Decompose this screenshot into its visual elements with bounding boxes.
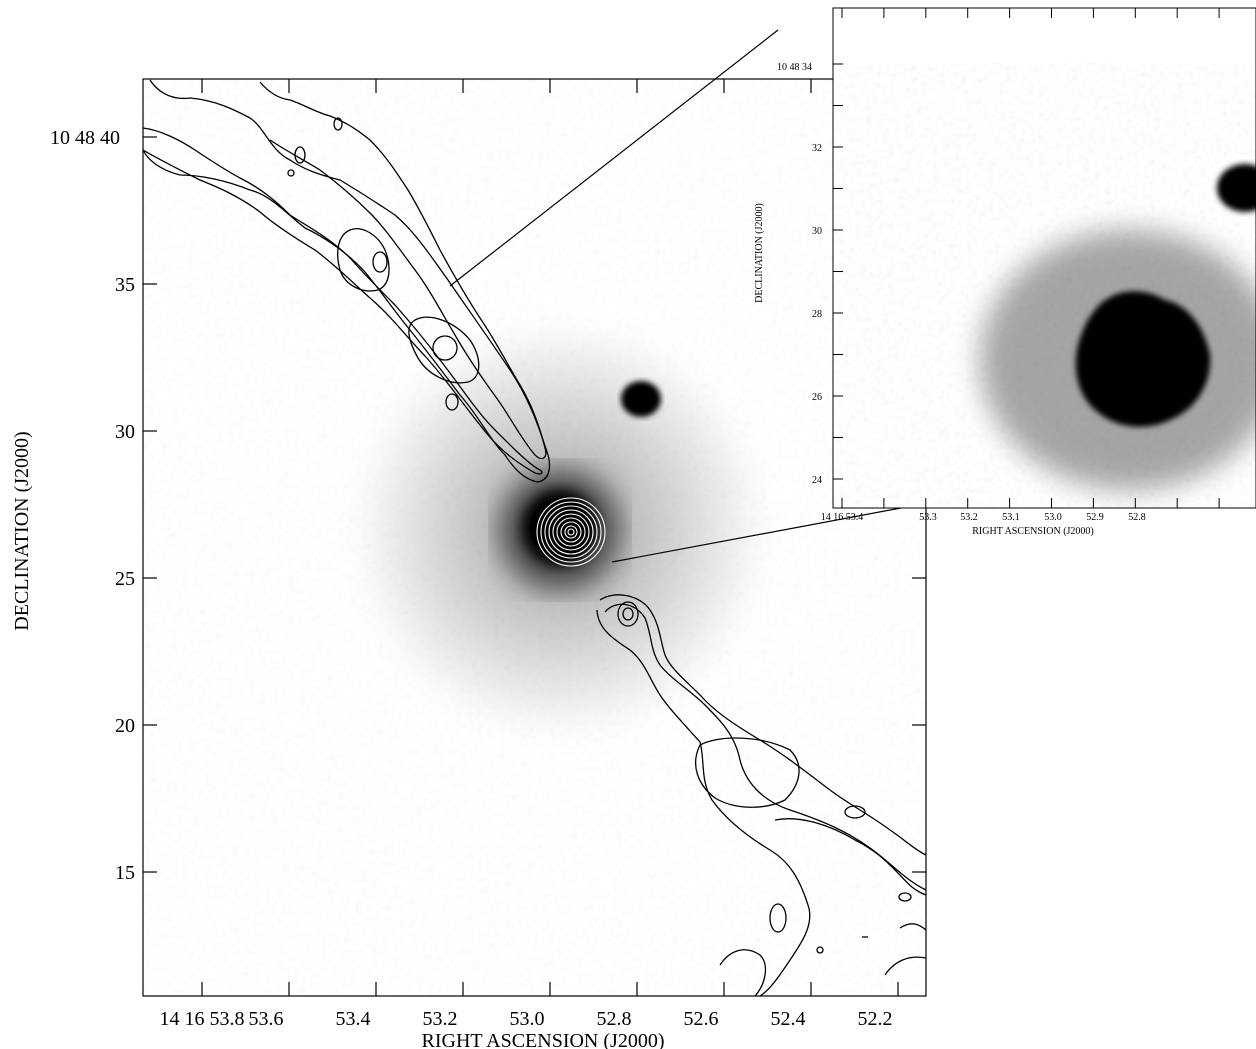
y-tick-label: 30 <box>115 421 135 443</box>
main-frame <box>142 78 927 997</box>
x-tick-label: 53.4 <box>336 1008 371 1030</box>
x-tick-label: 53.3 <box>919 512 937 523</box>
inset-panel: 14 16 53.4 53.3 53.2 53.1 53.0 52.9 52.8… <box>754 7 1256 537</box>
y-tick-label: 30 <box>812 226 822 237</box>
x-tick-label: 53.0 <box>1044 512 1062 523</box>
y-tick-label: 26 <box>812 392 822 403</box>
y-tick-label: 25 <box>115 568 135 590</box>
y-tick-label: 32 <box>812 143 822 154</box>
y-tick-label: 10 48 34 <box>777 62 812 73</box>
y-tick-label: 15 <box>115 862 135 884</box>
inset-tick-marks <box>833 8 1220 508</box>
main-tick-marks <box>143 79 926 996</box>
x-tick-label: 53.2 <box>423 1008 458 1030</box>
x-tick-label: 14 16 53.8 <box>160 1008 245 1030</box>
inset-x-tick-labels: 14 16 53.4 53.3 53.2 53.1 53.0 52.9 52.8 <box>821 512 1146 523</box>
core-contours <box>536 497 606 567</box>
x-tick-label: 52.2 <box>858 1008 893 1030</box>
x-tick-label: 52.8 <box>597 1008 632 1030</box>
inset-y-tick-labels: 10 48 34 32 30 28 26 24 <box>777 62 822 486</box>
x-tick-label: 52.8 <box>1128 512 1146 523</box>
y-tick-label: 20 <box>115 715 135 737</box>
x-tick-label: 53.6 <box>249 1008 284 1030</box>
main-y-tick-labels: 10 48 40 35 30 25 20 15 <box>50 127 135 884</box>
x-tick-label: 52.6 <box>684 1008 719 1030</box>
inset-y-axis-label: DECLINATION (J2000) <box>754 203 765 303</box>
y-tick-label: 28 <box>812 309 822 320</box>
main-x-tick-labels: 14 16 53.8 53.6 53.4 53.2 53.0 52.8 52.6… <box>160 1008 893 1030</box>
x-tick-label: 53.1 <box>1002 512 1020 523</box>
inset-x-axis-label: RIGHT ASCENSION (J2000) <box>972 526 1094 537</box>
main-xray-image <box>143 79 926 996</box>
north-jet-contours <box>143 79 551 483</box>
main-y-axis-label: DECLINATION (J2000) <box>11 431 33 630</box>
x-tick-label: 14 16 53.4 <box>821 512 864 523</box>
inset-xray-image <box>833 63 1256 508</box>
x-tick-label: 52.9 <box>1086 512 1104 523</box>
south-jet-contours <box>596 594 926 996</box>
y-tick-label: 35 <box>115 274 135 296</box>
x-tick-label: 52.4 <box>771 1008 806 1030</box>
y-tick-label: 24 <box>812 475 822 486</box>
main-x-axis-label: RIGHT ASCENSION (J2000) <box>422 1030 665 1049</box>
main-panel: 14 16 53.8 53.6 53.4 53.2 53.0 52.8 52.6… <box>11 78 927 1049</box>
x-tick-label: 53.2 <box>960 512 978 523</box>
x-tick-label: 53.0 <box>510 1008 545 1030</box>
y-tick-label: 10 48 40 <box>50 127 120 149</box>
inset-frame <box>832 7 1256 509</box>
